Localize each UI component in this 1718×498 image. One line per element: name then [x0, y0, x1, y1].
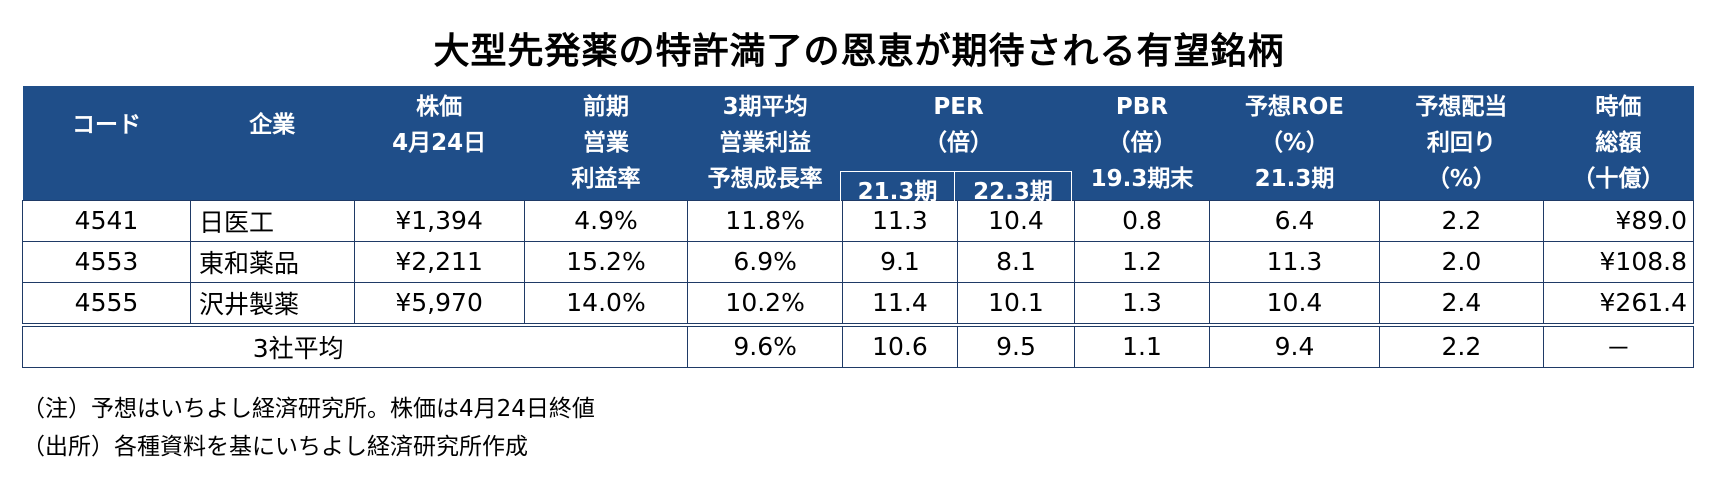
- header-growth-line2: 営業利益: [719, 130, 812, 156]
- cell-average-growth: 9.6%: [687, 322, 843, 368]
- header-yield-line2: 利回り: [1426, 130, 1496, 156]
- cell-per-22: 8.1: [956, 240, 1076, 283]
- cell-average-roe: 9.4: [1208, 322, 1381, 368]
- header-per-line1: PER: [933, 94, 984, 120]
- notes: （注）予想はいちよし経済研究所。株価は4月24日終値 （出所）各種資料を基にいち…: [22, 390, 595, 466]
- table-row: 4555 沢井製薬 ¥5,970 14.0% 10.2% 11.4 10.1 1…: [22, 281, 1695, 325]
- header-code: コード: [22, 86, 191, 200]
- note-line: （注）予想はいちよし経済研究所。株価は4月24日終値: [22, 396, 595, 422]
- page-title: 大型先発薬の特許満了の恩恵が期待される有望銘柄: [433, 31, 1285, 72]
- header-roe-line1: 予想ROE: [1244, 94, 1344, 120]
- cell-margin: 15.2%: [523, 240, 689, 283]
- header-growth-line3: 予想成長率: [707, 166, 823, 192]
- header-pbr-line1: PBR: [1115, 94, 1169, 120]
- header-mcap-line3: （十億）: [1572, 166, 1665, 192]
- cell-average-pbr: 1.1: [1074, 322, 1210, 368]
- cell-yield: 2.2: [1379, 199, 1544, 242]
- cell-pbr: 0.8: [1074, 199, 1210, 242]
- cell-per-22: 10.4: [956, 199, 1076, 242]
- cell-yield: 2.0: [1379, 240, 1544, 283]
- header-growth: 3期平均 営業利益 予想成長率: [687, 86, 843, 200]
- average-row: 3社平均 9.6% 10.6 9.5 1.1 9.4 2.2 －: [21, 322, 1695, 368]
- cell-mcap: ¥261.4: [1542, 281, 1695, 325]
- header-mcap-line2: 総額: [1595, 130, 1642, 156]
- cell-company: 沢井製薬: [189, 281, 355, 325]
- per-subheader: 21.3期 22.3期: [840, 171, 1072, 212]
- cell-margin: 4.9%: [523, 199, 689, 242]
- cell-roe: 10.4: [1208, 281, 1381, 325]
- cell-price: ¥2,211: [353, 240, 525, 283]
- cell-growth: 11.8%: [687, 199, 843, 242]
- header-roe: 予想ROE （%） 21.3期: [1209, 86, 1380, 200]
- cell-price: ¥1,394: [353, 199, 525, 242]
- cell-mcap: ¥108.8: [1542, 240, 1695, 283]
- header-pbr-line2: （倍）: [1107, 130, 1177, 156]
- cell-average-mcap: －: [1542, 322, 1695, 368]
- header-price-line1: 株価: [416, 94, 463, 120]
- cell-code: 4541: [22, 199, 191, 242]
- per-subheader-21: 21.3期: [840, 171, 955, 212]
- cell-yield: 2.4: [1379, 281, 1544, 325]
- header-yield-line3: （%）: [1426, 166, 1496, 192]
- header-price-line2: 4月24日: [392, 130, 487, 156]
- note-line: （出所）各種資料を基にいちよし経済研究所作成: [22, 434, 528, 460]
- cell-average-label: 3社平均: [21, 322, 689, 368]
- cell-company: 日医工: [189, 199, 355, 242]
- table-row: 4541 日医工 ¥1,394 4.9% 11.8% 11.3 10.4 0.8…: [22, 199, 1695, 242]
- cell-pbr: 1.2: [1074, 240, 1210, 283]
- header-mcap: 時価 総額 （十億）: [1543, 86, 1694, 200]
- header-per-line2: （倍）: [924, 130, 994, 156]
- cell-pbr: 1.3: [1074, 281, 1210, 325]
- cell-company: 東和薬品: [189, 240, 355, 283]
- cell-mcap: ¥89.0: [1542, 199, 1695, 242]
- table-row: 4553 東和薬品 ¥2,211 15.2% 6.9% 9.1 8.1 1.2 …: [22, 240, 1695, 283]
- cell-code: 4553: [22, 240, 191, 283]
- header-pbr-line3: 19.3期末: [1090, 166, 1194, 192]
- header-mcap-line1: 時価: [1595, 94, 1642, 120]
- header-yield: 予想配当 利回り （%）: [1379, 86, 1544, 200]
- header-margin-line2: 営業: [583, 130, 629, 156]
- cell-average-yield: 2.2: [1379, 322, 1544, 368]
- header-growth-line1: 3期平均: [722, 94, 808, 120]
- cell-roe: 11.3: [1208, 240, 1381, 283]
- cell-per-22: 10.1: [956, 281, 1076, 325]
- header-pbr: PBR （倍） 19.3期末: [1074, 86, 1210, 200]
- cell-roe: 6.4: [1208, 199, 1381, 242]
- header-price: 株価 4月24日: [354, 86, 525, 200]
- cell-growth: 6.9%: [687, 240, 843, 283]
- header-yield-line1: 予想配当: [1415, 94, 1508, 120]
- cell-average-per-21: 10.6: [842, 322, 958, 368]
- cell-per-21: 11.4: [842, 281, 958, 325]
- per-subheader-22: 22.3期: [955, 171, 1072, 212]
- header-margin-line3: 利益率: [571, 166, 641, 192]
- cell-code: 4555: [22, 281, 191, 325]
- table-header: コード 企業 株価 4月24日 前期 営業 利益率 3期平均 営業利益 予想成長…: [22, 86, 1694, 200]
- header-per: PER （倍）: [842, 86, 1075, 200]
- header-company: 企業: [190, 86, 355, 200]
- cell-price: ¥5,970: [353, 281, 525, 325]
- cell-per-21: 9.1: [842, 240, 958, 283]
- cell-growth: 10.2%: [687, 281, 843, 325]
- header-roe-line2: （%）: [1259, 130, 1329, 156]
- cell-per-21: 11.3: [842, 199, 958, 242]
- cell-margin: 14.0%: [523, 281, 689, 325]
- cell-average-per-22: 9.5: [956, 322, 1076, 368]
- header-margin: 前期 営業 利益率: [524, 86, 688, 200]
- stock-table: コード 企業 株価 4月24日 前期 営業 利益率 3期平均 営業利益 予想成長…: [21, 86, 1695, 368]
- header-margin-line1: 前期: [583, 94, 629, 120]
- header-roe-line3: 21.3期: [1254, 166, 1335, 192]
